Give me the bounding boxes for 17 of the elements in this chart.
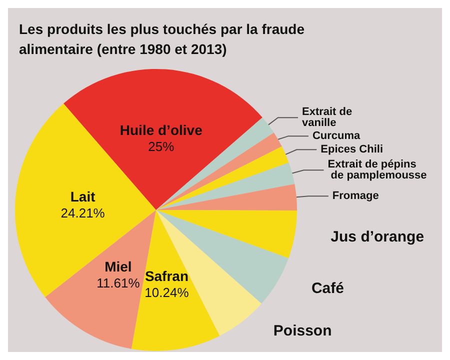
slice-label: Jus d’orange: [330, 228, 424, 246]
slice-label: Café: [311, 280, 344, 297]
data-label: 24.21%: [60, 206, 106, 221]
slice-label: Extrait de vanille: [302, 106, 356, 130]
slice-label: Epices Chili: [320, 144, 384, 156]
slice-label: Huile d’olive: [120, 122, 203, 138]
slice-label: Safran: [144, 268, 189, 284]
data-label: 10.24%: [144, 285, 190, 300]
chart-title: Les produits les plus touchés par la fraude alimentaire (entre 1980 et 2013): [19, 21, 308, 57]
slice-label: Miel: [104, 258, 132, 275]
slice-label: Lait: [70, 188, 96, 205]
data-label: 25%: [148, 139, 175, 154]
slice-label: Fromage: [332, 190, 379, 202]
slice-label: Curcuma: [312, 130, 362, 142]
slice-label: Extrait de pépins de pamplemousse: [328, 158, 427, 182]
slice-label: Poisson: [273, 322, 332, 340]
data-label: 11.61%: [96, 276, 140, 291]
